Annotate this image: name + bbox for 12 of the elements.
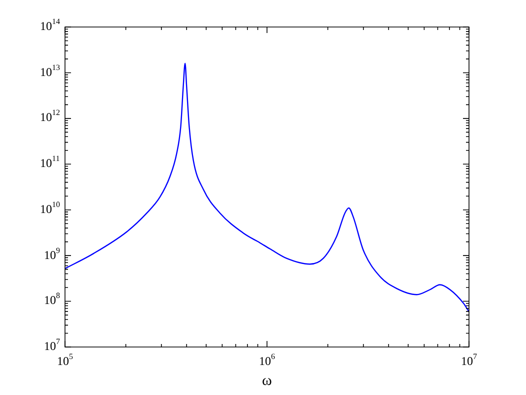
y-tick-label: 10$^{12}$: [40, 108, 60, 124]
x-tick-label: 10$^{7}$: [461, 352, 477, 368]
y-tick-label: 10$^{10}$: [40, 200, 60, 216]
y-tick-label: 10$^{7}$: [44, 337, 60, 353]
x-tick-label: 10$^{5}$: [57, 352, 73, 368]
y-tick-label: 10$^{8}$: [44, 291, 60, 308]
x-axis-title: ω: [262, 373, 272, 390]
y-tick-label: 10$^{13}$: [40, 62, 60, 79]
x-tick-label: 10$^{6}$: [259, 352, 275, 368]
y-tick-label: 10$^{9}$: [44, 246, 60, 262]
y-tick-label: 10$^{14}$: [40, 17, 60, 33]
y-tick-label: 10$^{11}$: [40, 154, 60, 170]
